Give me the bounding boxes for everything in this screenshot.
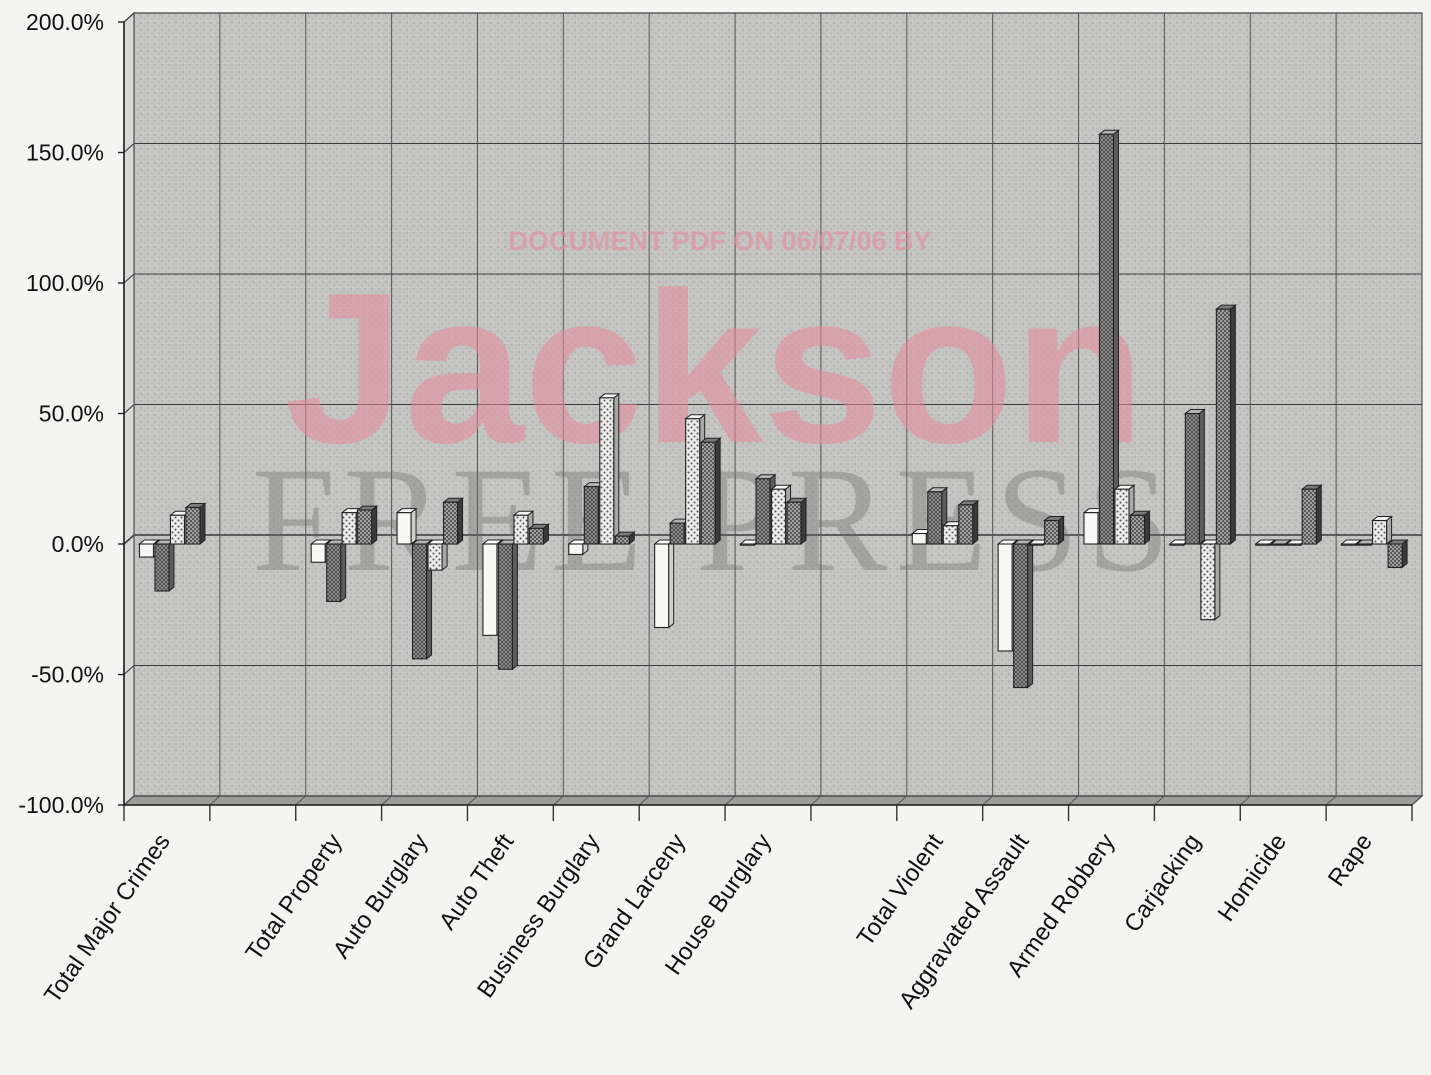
bar (527, 523, 550, 546)
bar (1371, 515, 1394, 546)
bar (957, 499, 980, 546)
x-tick-label: Total Major Crimes (39, 829, 176, 1008)
bar (598, 392, 621, 546)
bar (1386, 538, 1409, 569)
bar (785, 497, 808, 546)
bar (613, 531, 636, 546)
bar (1129, 510, 1151, 546)
x-tick-label: Rape (1323, 829, 1378, 891)
bar (1199, 538, 1222, 621)
y-tick-label: -100.0% (18, 792, 104, 818)
x-tick-label: Carjacking (1119, 829, 1206, 937)
y-tick-label: 100.0% (26, 270, 104, 296)
bar (356, 505, 379, 546)
x-tick-label: Homicide (1213, 829, 1292, 926)
bar (426, 538, 449, 572)
bar (1012, 538, 1035, 689)
bar (184, 502, 207, 546)
bar (153, 538, 176, 593)
bar (1043, 515, 1066, 546)
bar (1183, 408, 1206, 546)
bar (395, 507, 418, 546)
x-tick-label: Total Violent (852, 829, 949, 952)
bar (1214, 304, 1237, 546)
y-tick-label: 0.0% (52, 531, 104, 557)
bar (496, 538, 519, 671)
y-tick-label: 200.0% (26, 9, 104, 35)
y-tick-label: -50.0% (31, 662, 104, 688)
bar (325, 538, 348, 603)
bar (1269, 538, 1292, 547)
bar (1300, 484, 1323, 546)
y-tick-label: 50.0% (39, 401, 104, 427)
x-tick-label: Auto Theft (434, 829, 520, 935)
bar (699, 437, 722, 546)
y-tick-label: 150.0% (26, 140, 104, 166)
watermark-line1: DOCUMENT PDF ON 06/07/06 BY (508, 226, 931, 256)
bar (442, 497, 464, 546)
bar (653, 538, 676, 629)
bar (1098, 129, 1120, 546)
